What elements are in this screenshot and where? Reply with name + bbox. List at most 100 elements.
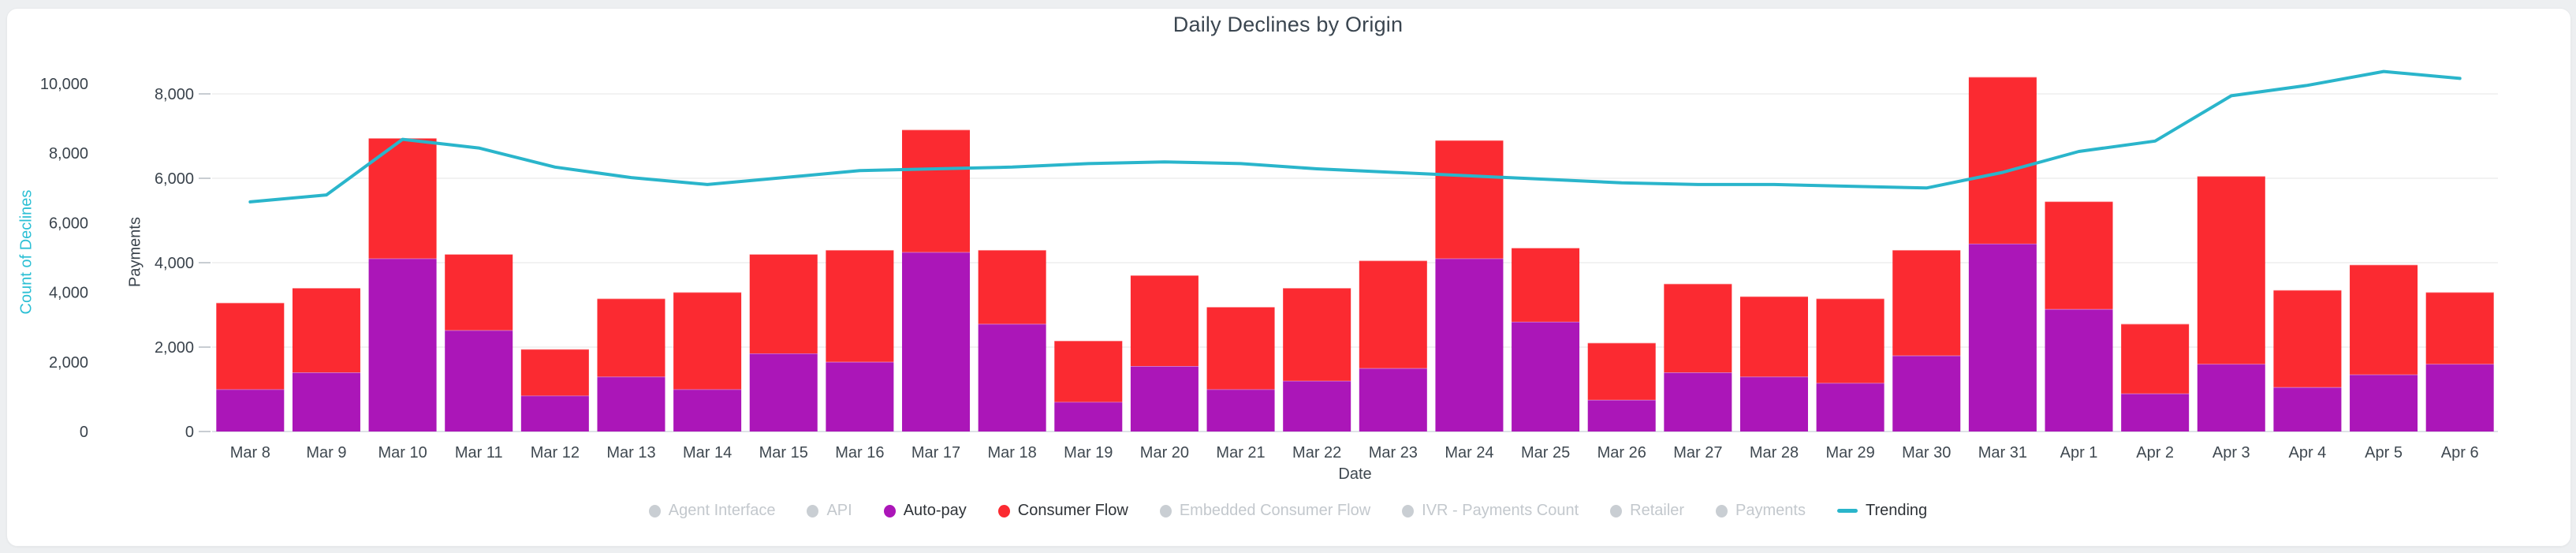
bar-segment-auto-pay[interactable] xyxy=(978,323,1046,432)
count-tick-label: 4,000 xyxy=(49,285,88,302)
bar-segment-consumer-flow[interactable] xyxy=(1130,275,1199,367)
x-tick-label: Mar 16 xyxy=(835,444,884,461)
bar-segment-auto-pay[interactable] xyxy=(1206,389,1275,432)
bar-segment-auto-pay[interactable] xyxy=(1054,402,1123,432)
bar-segment-consumer-flow[interactable] xyxy=(673,292,742,390)
x-tick-label: Mar 11 xyxy=(455,444,503,461)
bar-segment-consumer-flow[interactable] xyxy=(292,288,360,373)
bar-segment-auto-pay[interactable] xyxy=(2273,387,2342,432)
legend-item-payments[interactable]: Payments xyxy=(1716,502,1806,520)
x-tick-label: Mar 27 xyxy=(1673,444,1722,461)
bar-segment-consumer-flow[interactable] xyxy=(1968,77,2037,244)
bar-segment-consumer-flow[interactable] xyxy=(902,129,971,252)
bar-segment-auto-pay[interactable] xyxy=(1587,399,1656,432)
payments-tick-label: 0 xyxy=(185,424,194,441)
trending-line[interactable] xyxy=(248,69,2462,204)
bar-segment-auto-pay[interactable] xyxy=(1283,380,1351,432)
legend-item-ivr-payments-count[interactable]: IVR - Payments Count xyxy=(1402,502,1579,520)
bar-segment-auto-pay[interactable] xyxy=(1359,368,1427,432)
x-tick-label: Apr 4 xyxy=(2289,444,2327,461)
x-tick-label: Apr 1 xyxy=(2060,444,2098,461)
bar-segment-consumer-flow[interactable] xyxy=(826,249,894,362)
legend-dot-icon xyxy=(1610,504,1623,518)
bar-segment-consumer-flow[interactable] xyxy=(368,138,437,259)
x-tick-label: Apr 6 xyxy=(2441,444,2479,461)
legend-item-agent-interface[interactable]: Agent Interface xyxy=(648,502,775,520)
legend-item-embedded-consumer-flow[interactable]: Embedded Consumer Flow xyxy=(1159,502,1370,520)
legend-line-icon xyxy=(1836,509,1858,513)
bar-segment-auto-pay[interactable] xyxy=(1968,243,2037,432)
legend-item-label: Consumer Flow xyxy=(1017,502,1128,519)
count-tick-label: 6,000 xyxy=(49,215,88,232)
legend-dot-icon xyxy=(1716,504,1728,518)
bar-segment-consumer-flow[interactable] xyxy=(1054,340,1123,402)
legend-item-api[interactable]: API xyxy=(807,502,852,520)
x-tick-label: Apr 5 xyxy=(2365,444,2403,461)
bar-segment-consumer-flow[interactable] xyxy=(216,302,285,390)
bar-segment-consumer-flow[interactable] xyxy=(2045,201,2113,309)
x-tick-label: Mar 18 xyxy=(988,444,1037,461)
bar-segment-consumer-flow[interactable] xyxy=(1359,260,1427,368)
x-tick-label: Mar 20 xyxy=(1140,444,1189,461)
count-tick-label: 2,000 xyxy=(49,354,88,372)
bar-segment-consumer-flow[interactable] xyxy=(1892,249,1961,356)
bar-segment-consumer-flow[interactable] xyxy=(520,349,589,396)
legend-item-trending[interactable]: Trending xyxy=(1836,502,1928,520)
x-tick-label: Mar 22 xyxy=(1292,444,1341,461)
x-tick-label: Mar 30 xyxy=(1902,444,1951,461)
legend-item-consumer-flow[interactable]: Consumer Flow xyxy=(997,502,1128,520)
bar-segment-auto-pay[interactable] xyxy=(520,395,589,432)
bar-segment-auto-pay[interactable] xyxy=(292,372,360,432)
legend-item-retailer[interactable]: Retailer xyxy=(1610,502,1684,520)
bar-segment-consumer-flow[interactable] xyxy=(445,254,513,331)
x-tick-label: Mar 19 xyxy=(1064,444,1113,461)
bar-segment-consumer-flow[interactable] xyxy=(1283,288,1351,381)
bar-segment-consumer-flow[interactable] xyxy=(2273,290,2342,387)
bar-segment-consumer-flow[interactable] xyxy=(1739,296,1808,377)
x-tick-label: Mar 14 xyxy=(683,444,732,461)
x-tick-label: Mar 21 xyxy=(1216,444,1265,461)
bar-segment-consumer-flow[interactable] xyxy=(749,254,818,354)
legend-dot-icon xyxy=(1159,504,1172,518)
bar-segment-consumer-flow[interactable] xyxy=(597,298,665,377)
count-tick-label: 8,000 xyxy=(49,145,88,163)
bar-segment-consumer-flow[interactable] xyxy=(1512,248,1580,322)
legend-item-label: Trending xyxy=(1865,502,1928,519)
bar-segment-auto-pay[interactable] xyxy=(1512,321,1580,432)
x-tick-label: Mar 13 xyxy=(606,444,655,461)
bar-segment-consumer-flow[interactable] xyxy=(1206,307,1275,390)
bar-segment-consumer-flow[interactable] xyxy=(2350,264,2418,375)
x-tick-label: Apr 3 xyxy=(2213,444,2250,461)
bar-segment-auto-pay[interactable] xyxy=(597,376,665,432)
bar-segment-auto-pay[interactable] xyxy=(2425,364,2494,432)
bar-segment-consumer-flow[interactable] xyxy=(1664,283,1732,373)
bar-segment-auto-pay[interactable] xyxy=(673,389,742,432)
bar-segment-auto-pay[interactable] xyxy=(1892,355,1961,432)
bar-segment-auto-pay[interactable] xyxy=(902,252,971,432)
bar-segment-auto-pay[interactable] xyxy=(2045,308,2113,432)
bar-segment-consumer-flow[interactable] xyxy=(2197,176,2265,364)
count-tick-label: 10,000 xyxy=(40,76,88,93)
bar-segment-auto-pay[interactable] xyxy=(2197,364,2265,432)
bar-segment-consumer-flow[interactable] xyxy=(2121,323,2190,394)
x-tick-label: Mar 29 xyxy=(1825,444,1874,461)
legend-item-label: API xyxy=(826,502,852,519)
legend-item-auto-pay[interactable]: Auto-pay xyxy=(883,502,967,520)
bar-segment-auto-pay[interactable] xyxy=(826,361,894,432)
bar-segment-consumer-flow[interactable] xyxy=(1435,140,1504,259)
bar-segment-auto-pay[interactable] xyxy=(445,330,513,432)
bar-segment-consumer-flow[interactable] xyxy=(1816,298,1884,383)
bar-segment-consumer-flow[interactable] xyxy=(1587,342,1656,400)
bar-segment-auto-pay[interactable] xyxy=(2121,393,2190,432)
bar-segment-auto-pay[interactable] xyxy=(1435,258,1504,432)
bar-segment-auto-pay[interactable] xyxy=(1664,372,1732,432)
bar-segment-consumer-flow[interactable] xyxy=(2425,292,2494,364)
bar-segment-auto-pay[interactable] xyxy=(1130,366,1199,432)
bar-segment-auto-pay[interactable] xyxy=(2350,374,2418,432)
bar-segment-consumer-flow[interactable] xyxy=(978,249,1046,324)
bar-segment-auto-pay[interactable] xyxy=(749,353,818,432)
bar-segment-auto-pay[interactable] xyxy=(216,389,285,432)
bar-segment-auto-pay[interactable] xyxy=(1739,376,1808,432)
bar-segment-auto-pay[interactable] xyxy=(1816,383,1884,432)
bar-segment-auto-pay[interactable] xyxy=(368,258,437,432)
